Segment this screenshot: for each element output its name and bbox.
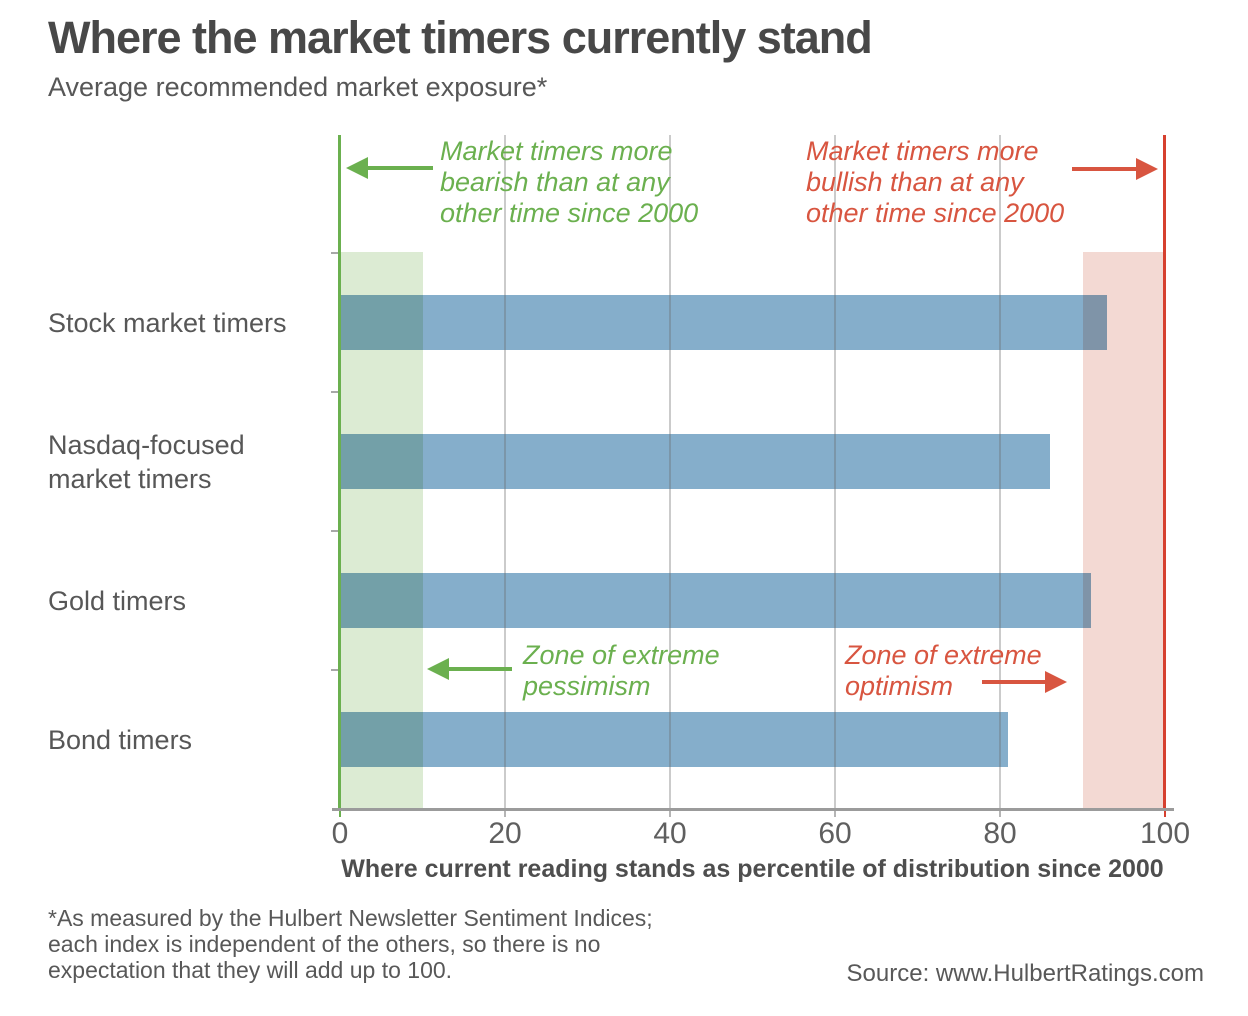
x-tick-label: 100 [1139, 817, 1191, 850]
optimism-arrow-icon [1045, 671, 1067, 693]
source-credit: Source: www.HulbertRatings.com [846, 960, 1204, 987]
x-tick-label: 20 [488, 817, 522, 850]
category-label-0: Stock market timers [48, 307, 287, 338]
y-axis-tick [331, 669, 340, 671]
axis-zero-line [338, 135, 341, 811]
x-axis-tick-80 [999, 811, 1001, 817]
bearish-annotation: Market timers more bearish than at any oth… [440, 136, 699, 228]
gridline-20 [504, 135, 506, 810]
bearish-arrow-icon [346, 157, 368, 179]
bullish-arrow-icon [1136, 158, 1158, 180]
y-axis-tick [331, 252, 340, 254]
x-axis-tick-20 [504, 811, 506, 817]
gridline-80 [999, 135, 1001, 810]
footnote: *As measured by the Hulbert Newsletter S… [48, 905, 653, 983]
category-label-3: Bond timers [48, 724, 193, 755]
x-axis-title: Where current reading stands as percenti… [341, 855, 1164, 883]
category-label-2: Gold timers [48, 585, 187, 616]
x-axis-tick-0 [339, 811, 341, 817]
bullish-annotation: Market timers more bullish than at any oth… [806, 136, 1065, 228]
x-axis-ticks [339, 811, 1166, 819]
x-axis-tick-40 [669, 811, 671, 817]
gridline-40 [669, 135, 671, 810]
gridline-60 [834, 135, 836, 810]
y-axis-tick [331, 391, 340, 393]
x-tick-label: 80 [983, 817, 1017, 850]
x-axis-line [332, 808, 1174, 811]
category-label-1: Nasdaq-focused market timers [48, 429, 245, 494]
category-labels: Stock market timers Nasdaq-focused market … [48, 135, 333, 810]
x-axis-tick-100 [1164, 811, 1166, 817]
axis-hundred-line [1163, 135, 1166, 811]
bearish-arrow-line [366, 166, 433, 170]
plot-area [331, 135, 1165, 810]
optimism-arrow-line [982, 680, 1047, 684]
bullish-arrow-line [1072, 167, 1138, 171]
x-tick-label: 0 [331, 817, 349, 850]
chart-subtitle: Average recommended market exposure* [48, 72, 548, 102]
bar-3 [340, 712, 1009, 767]
bar-0 [340, 295, 1108, 350]
pessimism-arrow-line [447, 667, 512, 671]
pessimism-arrow-icon [427, 658, 449, 680]
optimism-annotation: Zone of extreme optimism [845, 640, 1042, 701]
pessimism-annotation: Zone of extreme pessimism [523, 640, 720, 701]
page-title: Where the market timers currently stand [48, 12, 873, 63]
x-axis-tick-60 [834, 811, 836, 817]
y-axis-tick [331, 530, 340, 532]
x-tick-label: 60 [818, 817, 852, 850]
x-tick-labels: 0 20 40 60 80 100 [332, 817, 1190, 853]
bar-1 [340, 434, 1050, 489]
x-tick-label: 40 [653, 817, 687, 850]
bar-2 [340, 573, 1091, 628]
